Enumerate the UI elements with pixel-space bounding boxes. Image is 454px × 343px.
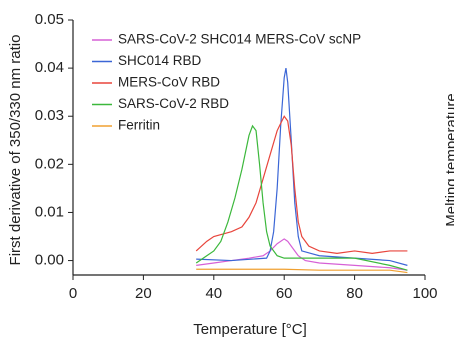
legend-label: Ferritin [118, 118, 160, 133]
side-label: Melting temperature [443, 93, 454, 226]
x-axis-label: Temperature [°C] [193, 321, 307, 338]
y-tick-label: 0.04 [35, 59, 64, 76]
series-line [196, 68, 408, 266]
legend-label: MERS-CoV RBD [118, 75, 220, 90]
legend-label: SARS-CoV-2 RBD [118, 96, 229, 111]
y-tick-label: 0.00 [35, 252, 64, 269]
x-tick-label: 40 [205, 285, 222, 302]
series-line [196, 268, 408, 274]
series-line [196, 238, 408, 271]
y-tick-label: 0.02 [35, 155, 64, 172]
y-axis-label: First derivative of 350/330 nm ratio [7, 35, 24, 266]
x-tick-label: 60 [276, 285, 293, 302]
legend-label: SARS-CoV-2 SHC014 MERS-CoV scNP [118, 32, 361, 47]
series-line [195, 115, 408, 254]
series-line [195, 124, 408, 271]
y-tick-label: 0.03 [35, 107, 64, 124]
y-tick-label: 0.01 [35, 203, 64, 220]
y-tick-label: 0.05 [35, 11, 64, 28]
x-tick-label: 100 [412, 285, 437, 302]
legend-label: SHC014 RBD [118, 53, 202, 68]
x-tick-label: 0 [69, 285, 77, 302]
x-tick-label: 80 [346, 285, 363, 302]
x-tick-label: 20 [135, 285, 152, 302]
